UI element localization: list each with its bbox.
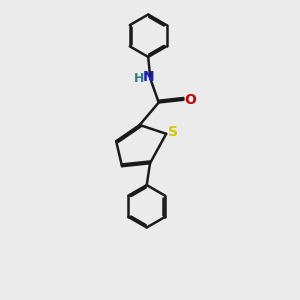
Text: O: O [184, 93, 196, 107]
Text: N: N [143, 70, 155, 84]
Text: S: S [168, 125, 178, 139]
Text: H: H [134, 72, 144, 85]
